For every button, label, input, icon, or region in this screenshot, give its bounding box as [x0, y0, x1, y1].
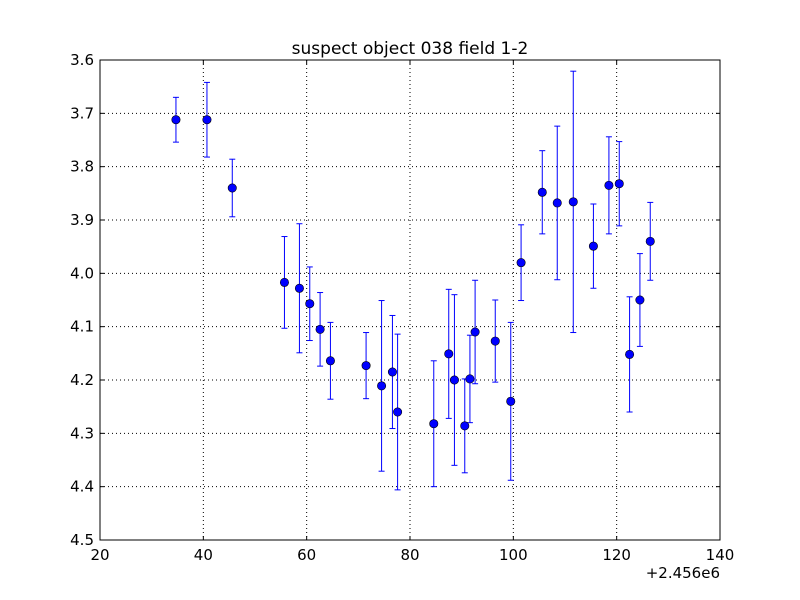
x-tick-label: 20	[90, 546, 109, 564]
data-point	[294, 283, 304, 293]
data-point	[614, 179, 624, 189]
axis-ticks	[99, 59, 721, 541]
data-point	[568, 197, 578, 207]
data-point	[227, 183, 237, 193]
data-point	[315, 324, 325, 334]
data-point	[377, 381, 387, 391]
x-tick-label: 40	[194, 546, 213, 564]
x-tick-label: 100	[499, 546, 528, 564]
data-point	[449, 375, 459, 385]
data-point	[506, 396, 516, 406]
data-point	[387, 367, 397, 377]
data-point	[202, 115, 212, 125]
y-tick-label: 3.9	[70, 211, 94, 229]
data-point	[429, 419, 439, 429]
chart-title: suspect object 038 field 1-2	[292, 39, 529, 59]
data-point	[625, 349, 635, 359]
y-tick-label: 3.8	[70, 158, 94, 176]
y-tick-label: 4.3	[70, 424, 94, 442]
data-point	[171, 115, 181, 125]
data-points	[171, 115, 655, 431]
y-tick-label: 3.6	[70, 51, 94, 69]
y-tick-labels: 3.6 3.7 3.8 3.9 4.0 4.1 4.2 4.3 4.4 4.5	[70, 51, 94, 549]
data-point	[279, 277, 289, 287]
data-point	[604, 180, 614, 190]
data-point	[470, 327, 480, 337]
data-point	[645, 236, 655, 246]
grid	[100, 60, 720, 540]
x-axis-offset-label: +2.456e6	[646, 564, 720, 582]
data-point	[444, 349, 454, 359]
data-point	[537, 187, 547, 197]
x-tick-label: 80	[400, 546, 419, 564]
data-point	[460, 421, 470, 431]
data-point	[325, 356, 335, 366]
data-point	[305, 299, 315, 309]
x-tick-labels: 20 40 60 80 100 120 140	[90, 546, 734, 564]
y-tick-label: 4.2	[70, 371, 94, 389]
data-point	[490, 336, 500, 346]
data-point	[465, 374, 475, 384]
data-point	[552, 198, 562, 208]
data-point	[516, 258, 526, 268]
x-tick-label: 140	[706, 546, 735, 564]
y-tick-label: 4.4	[70, 478, 94, 496]
data-point	[588, 241, 598, 251]
x-tick-label: 60	[297, 546, 316, 564]
y-tick-label: 4.5	[70, 531, 94, 549]
x-tick-label: 120	[602, 546, 631, 564]
data-point	[393, 407, 403, 417]
y-tick-label: 4.1	[70, 318, 94, 336]
data-point	[361, 361, 371, 371]
data-point	[635, 295, 645, 305]
y-tick-label: 4.0	[70, 264, 94, 282]
y-tick-label: 3.7	[70, 104, 94, 122]
